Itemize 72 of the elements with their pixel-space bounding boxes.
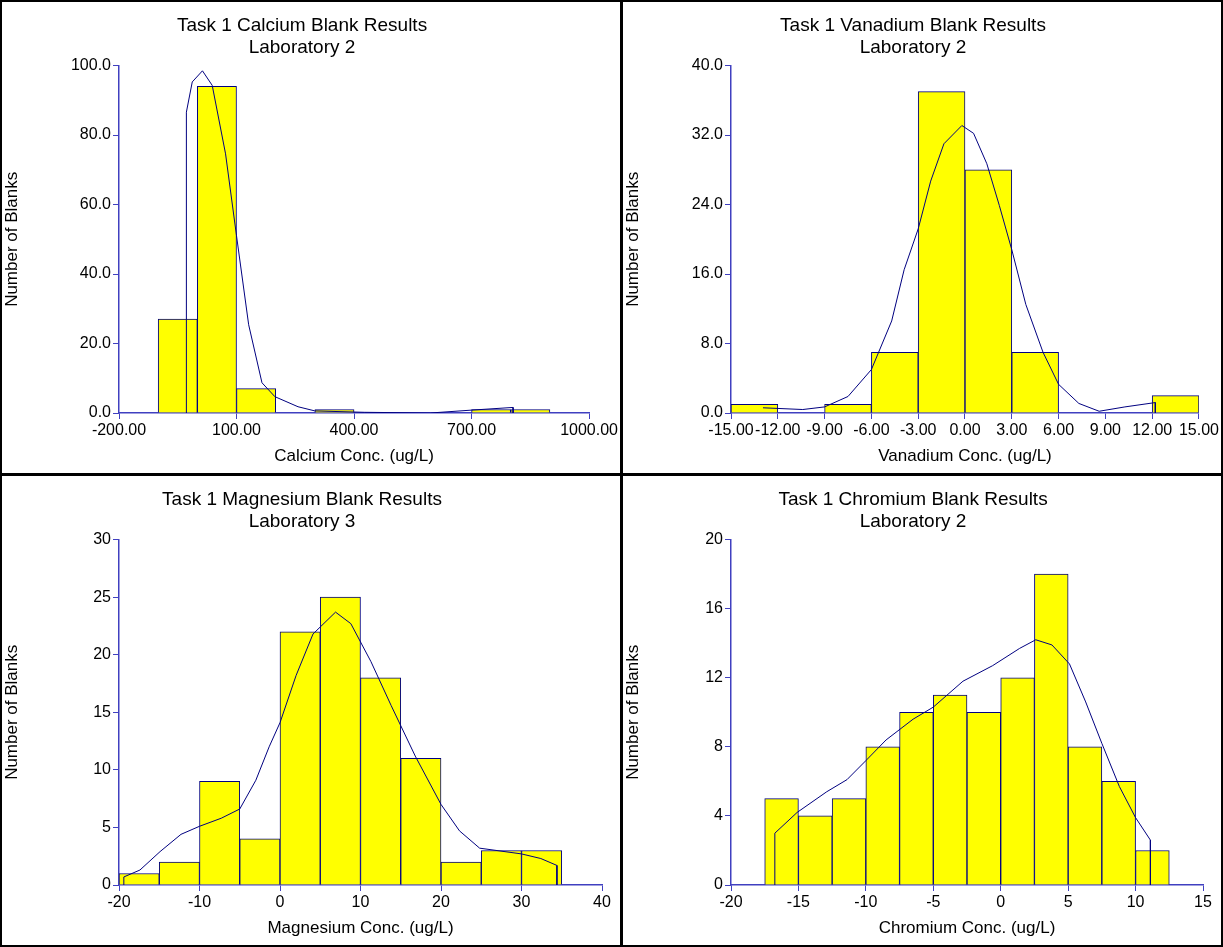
x-tick-label: -12.00: [755, 421, 801, 439]
y-tick-label: 40.0: [79, 264, 112, 282]
y-tick-label: 8: [714, 737, 724, 755]
y-tick-label: 12: [705, 668, 724, 686]
y-tick-label: 4: [714, 806, 724, 824]
y-tick-label: 15: [93, 702, 112, 720]
y-tick-label: 16: [705, 599, 724, 617]
x-tick-label: 3.00: [996, 421, 1028, 439]
x-tick-label: -6.00: [853, 421, 890, 439]
x-tick-label: 6.00: [1043, 421, 1075, 439]
y-axis-title: Number of Blanks: [622, 644, 642, 780]
y-tick-label: 5: [102, 817, 112, 835]
y-tick-label: 40.0: [691, 56, 724, 74]
chart-title: Task 1 Vanadium Blank Results: [780, 13, 1046, 35]
x-axis-title: Vanadium Conc. (ug/L): [878, 446, 1052, 466]
x-tick-label: 12.00: [1132, 421, 1173, 439]
chart-title: Task 1 Magnesium Blank Results: [162, 487, 442, 509]
x-tick-label: 9.00: [1089, 421, 1122, 439]
x-tick-label: -20: [719, 893, 743, 911]
y-axis-title: Number of Blanks: [1, 171, 21, 307]
x-tick-label: 10: [351, 893, 370, 911]
x-tick-label: -15: [786, 893, 811, 911]
chart-title: Task 1 Calcium Blank Results: [176, 13, 428, 35]
chart-title: Task 1 Chromium Blank Results: [778, 487, 1048, 509]
x-tick-label: -10: [187, 893, 212, 911]
x-tick-label: 15.00: [1178, 421, 1220, 439]
x-tick-label: 0: [996, 893, 1006, 911]
chart-subtitle: Laboratory 2: [859, 510, 967, 532]
y-tick-label: 25: [93, 587, 112, 605]
x-tick-label: -200.00: [91, 421, 147, 439]
chart-subtitle: Laboratory 3: [248, 510, 356, 532]
x-tick-label: -9.00: [806, 421, 843, 439]
y-axis-title: Number of Blanks: [1, 644, 21, 780]
y-tick-label: 16.0: [691, 264, 724, 282]
x-tick-label: 700.00: [447, 421, 497, 439]
x-tick-label: -20: [107, 893, 131, 911]
y-tick-label: 8.0: [700, 333, 724, 351]
y-tick-label: 20: [705, 530, 724, 548]
x-tick-label: 30: [512, 893, 531, 911]
x-tick-label: -15.00: [708, 421, 754, 439]
x-axis-title: Chromium Conc. (ug/L): [878, 918, 1056, 938]
x-tick-label: 15: [1194, 893, 1212, 911]
y-tick-label: 80.0: [79, 125, 112, 143]
x-tick-label: 20: [432, 893, 450, 911]
x-tick-label: 5: [1063, 893, 1073, 911]
y-axis-title: Number of Blanks: [622, 171, 642, 307]
x-axis-title: Calcium Conc. (ug/L): [274, 446, 434, 466]
x-tick-label: 40: [593, 893, 611, 911]
x-tick-label: 100.00: [212, 421, 262, 439]
chart-subtitle: Laboratory 2: [248, 36, 356, 58]
y-tick-label: 32.0: [691, 125, 724, 143]
y-tick-label: 0.0: [700, 403, 724, 421]
y-tick-label: 0: [714, 875, 724, 893]
x-tick-label: -10: [854, 893, 878, 911]
y-tick-label: 20: [93, 645, 112, 663]
y-tick-label: 30: [93, 530, 112, 548]
x-tick-label: -3.00: [899, 421, 937, 439]
x-tick-label: 0.00: [949, 421, 981, 439]
y-tick-label: 0.0: [88, 403, 112, 421]
x-tick-label: 1000.00: [560, 421, 619, 439]
y-tick-label: 10: [93, 760, 112, 778]
x-tick-label: 400.00: [329, 421, 379, 439]
y-tick-label: 0: [102, 875, 112, 893]
y-tick-label: 24.0: [691, 194, 724, 212]
x-tick-label: 10: [1126, 893, 1145, 911]
x-axis-title: Magnesium Conc. (ug/L): [267, 918, 454, 938]
x-tick-label: -5: [926, 893, 941, 911]
x-tick-label: 0: [275, 893, 285, 911]
chart-subtitle: Laboratory 2: [859, 36, 967, 58]
y-tick-label: 60.0: [79, 194, 112, 212]
y-tick-label: 20.0: [79, 333, 112, 351]
y-tick-label: 100.0: [70, 56, 112, 74]
